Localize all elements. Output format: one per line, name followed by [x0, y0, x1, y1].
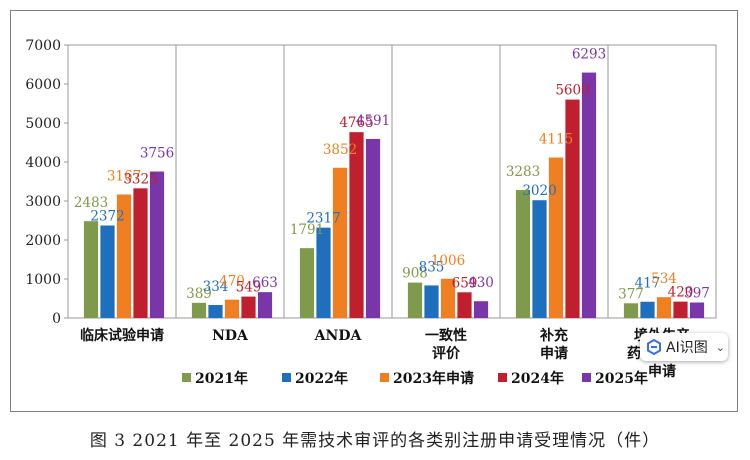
ai-recognize-label: AI识图: [666, 340, 708, 356]
x-tick-label: 补充申请: [539, 327, 568, 362]
data-label: 663: [252, 275, 278, 291]
bar: [349, 132, 364, 318]
figure-caption: 图 3 2021 年至 2025 年需技术审评的各类别注册申请受理情况（件）: [89, 431, 661, 451]
bar: [299, 248, 315, 318]
legend-label: 2025年: [595, 370, 648, 387]
bar: [689, 302, 705, 318]
data-label: 4591: [356, 113, 390, 129]
bar: [565, 99, 580, 318]
data-label: 417: [635, 276, 661, 292]
bar: [191, 302, 207, 318]
y-tick-label: 1000: [25, 272, 61, 288]
bar: [241, 296, 256, 318]
y-tick-label: 2000: [25, 233, 61, 249]
y-tick-label: 5000: [25, 116, 61, 132]
data-label: 334: [203, 279, 229, 295]
legend-swatch: [582, 373, 591, 382]
legend-item: 2022年: [282, 370, 348, 387]
y-tick-label: 0: [52, 311, 61, 327]
bar: [208, 304, 223, 318]
legend-label: 2021年: [195, 370, 248, 387]
data-label: 3020: [522, 183, 556, 199]
bar: [473, 301, 489, 318]
bar: [257, 292, 273, 318]
bar: [548, 157, 564, 318]
data-label: 3756: [140, 146, 174, 162]
bar: [149, 171, 165, 318]
data-label: 908: [402, 266, 428, 282]
legend-label: 2024年: [511, 370, 564, 387]
ai-recognize-button[interactable]: AI识图 ⌄: [640, 333, 728, 361]
bar: [515, 189, 531, 318]
bar: [532, 200, 547, 318]
data-label: 3167: [107, 168, 141, 184]
bar: [83, 221, 99, 318]
bar: [116, 194, 132, 318]
data-label: 470: [219, 274, 245, 290]
bar: [640, 301, 655, 318]
legend-swatch: [182, 373, 191, 382]
y-tick-label: 6000: [25, 77, 61, 93]
data-label: 377: [618, 286, 644, 302]
legend-item: 2024年: [498, 370, 564, 387]
legend-item: 2023年申请: [380, 370, 474, 387]
y-tick-label: 4000: [25, 155, 61, 171]
bar: [581, 72, 597, 318]
bar: [457, 292, 472, 318]
legend-item: 2025年: [582, 370, 648, 387]
bar: [365, 138, 381, 318]
chart-legend: 2021年 2022年 2023年申请 2024年 2025年: [182, 370, 648, 387]
x-tick-label: 临床试验申请: [80, 327, 164, 344]
legend-label: 2023年申请: [393, 370, 474, 387]
bar: [316, 227, 331, 318]
x-tick-label: NDA: [212, 328, 249, 344]
legend-swatch: [380, 373, 389, 382]
chart-bars: [83, 72, 705, 318]
data-label: 1791: [290, 222, 324, 238]
legend-item: 2021年: [182, 370, 248, 387]
bar: [133, 188, 148, 318]
data-label: 4115: [539, 132, 573, 148]
x-tick-label: 一致性评价: [425, 327, 467, 362]
bar: [332, 167, 348, 318]
data-label: 4765: [339, 115, 373, 131]
data-label: 397: [684, 286, 710, 302]
legend-swatch: [282, 373, 291, 382]
data-label: 2317: [306, 211, 340, 227]
bar: [623, 303, 639, 318]
data-label: 659: [452, 275, 478, 291]
data-label: 835: [419, 259, 445, 275]
bar: [224, 299, 240, 318]
chart-frame: [10, 10, 738, 412]
y-tick-label: 3000: [25, 194, 61, 210]
x-tick-label: ANDA: [314, 328, 363, 344]
data-label: 3283: [506, 164, 540, 180]
data-label: 3852: [323, 142, 357, 158]
chart-axes: 0 1000 2000 3000 4000 5000 6000 7000: [25, 38, 717, 327]
bar: [424, 285, 439, 318]
chevron-down-icon: ⌄: [715, 340, 725, 354]
bar: [656, 297, 672, 318]
y-tick-label: 7000: [25, 38, 61, 54]
data-label: 549: [236, 280, 262, 296]
data-label: 420: [668, 285, 694, 301]
ai-logo-icon: [647, 339, 661, 355]
data-label: 2483: [74, 195, 108, 211]
legend-label: 2022年: [295, 370, 348, 387]
legend-swatch: [498, 373, 507, 382]
data-label: 6293: [572, 47, 606, 63]
data-label: 389: [186, 286, 212, 302]
bar: [407, 282, 423, 318]
bar: [100, 225, 115, 318]
bar: [440, 278, 456, 318]
data-label: 1006: [431, 253, 465, 269]
data-label: 5600: [555, 83, 589, 99]
bar: [673, 301, 688, 318]
data-label: 3325: [123, 171, 157, 187]
data-label: 2372: [90, 208, 124, 224]
data-label: 430: [468, 275, 494, 291]
data-label: 534: [651, 271, 677, 287]
